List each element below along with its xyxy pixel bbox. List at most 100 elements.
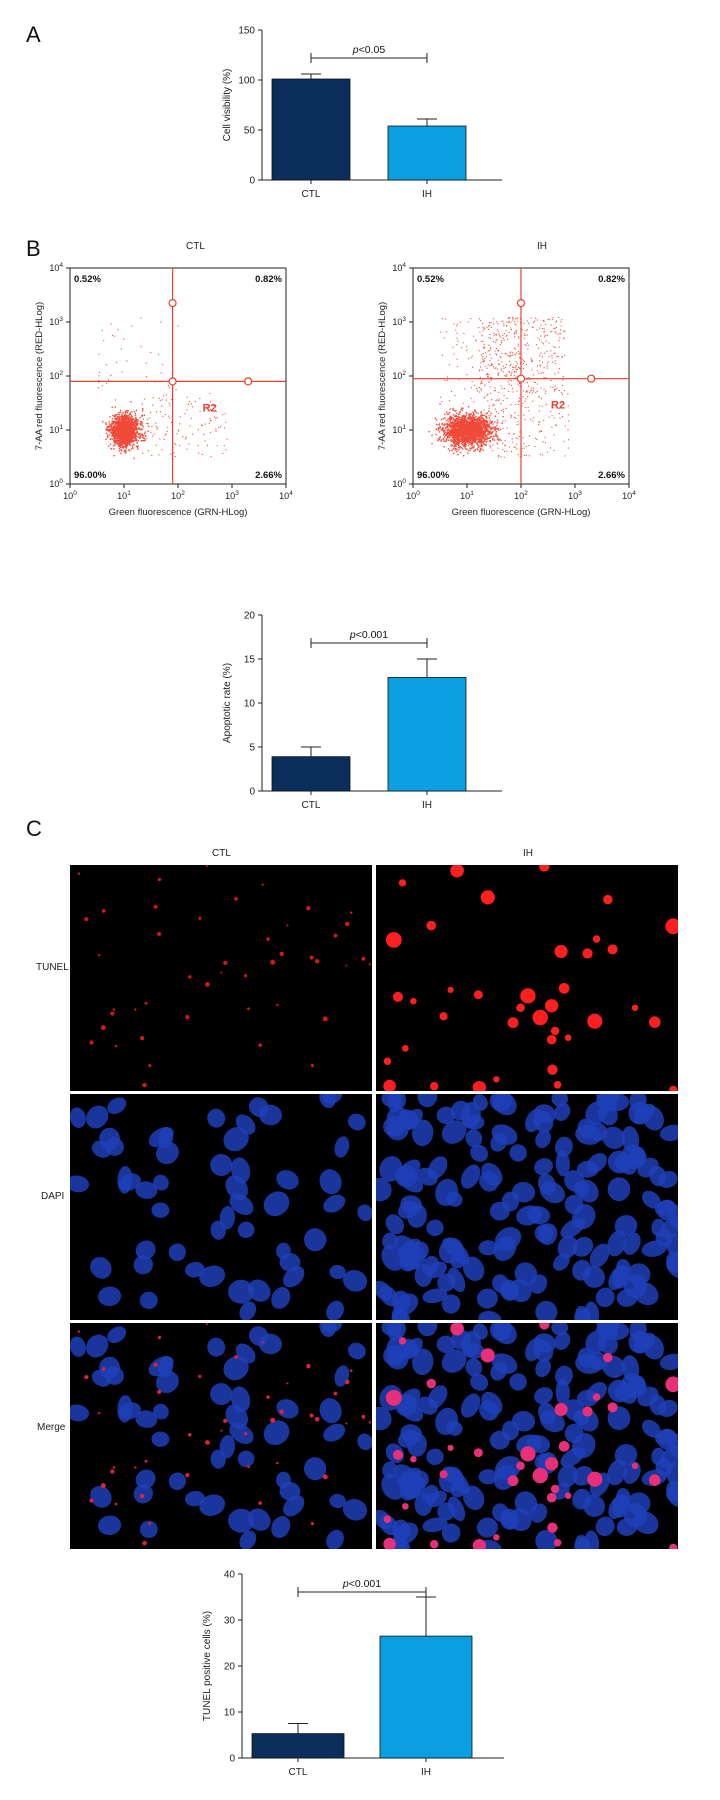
flow-dot — [215, 430, 217, 432]
flow-dot — [121, 439, 123, 441]
tunel-signal — [134, 1008, 137, 1011]
flow-dot — [500, 340, 503, 342]
flow-dot — [528, 445, 530, 447]
flow-dot — [127, 421, 129, 423]
flow-dot — [184, 438, 186, 440]
flow-dot — [485, 415, 487, 417]
flow-dot — [498, 363, 500, 365]
flow-dot — [496, 442, 499, 445]
flow-dot — [515, 403, 517, 406]
flow-dot — [139, 428, 142, 431]
tunel-signal — [89, 1040, 94, 1045]
flow-dot — [480, 445, 483, 448]
flow-dot — [508, 322, 510, 324]
dapi-nucleus — [237, 1221, 255, 1239]
flow-dot — [527, 348, 529, 350]
flow-dot — [136, 424, 138, 426]
flow-dot — [502, 408, 504, 410]
flow-dot — [480, 443, 483, 446]
flow-dot — [452, 428, 455, 430]
flow-dot — [452, 420, 454, 423]
flow-dot — [115, 432, 118, 435]
flow-dot — [481, 431, 483, 434]
flow-dot — [492, 318, 494, 320]
dapi-nucleus — [529, 1274, 548, 1294]
flow-dot — [112, 414, 114, 417]
flow-dot — [131, 437, 133, 439]
flow-dot — [453, 434, 456, 436]
flow-dot — [508, 317, 510, 319]
flow-dot — [468, 414, 470, 416]
dapi-nucleus — [107, 1326, 127, 1344]
flow-dot — [525, 398, 527, 400]
flow-dot — [130, 429, 132, 431]
flow-dot — [133, 424, 135, 427]
flow-dot — [483, 409, 485, 411]
tunel-signal — [361, 956, 366, 961]
dapi-nucleus — [70, 1404, 90, 1422]
flow-dot — [472, 438, 474, 441]
flow-dot — [484, 428, 487, 430]
flow-dot — [444, 440, 447, 443]
flow-dot — [460, 442, 463, 445]
flow-dot — [111, 417, 114, 420]
gate-handle — [587, 374, 596, 383]
tunel-signal — [345, 921, 350, 927]
flow-dot — [131, 440, 134, 442]
flow-dot — [521, 448, 523, 450]
flow-dot — [120, 435, 122, 438]
flow-header-ih: IH — [537, 241, 547, 252]
flow-dot — [124, 411, 127, 413]
flow-dot — [450, 445, 452, 447]
flow-dot — [477, 446, 480, 448]
flow-dot — [174, 455, 176, 458]
flow-dot — [501, 361, 503, 363]
flow-dot — [479, 420, 482, 422]
flow-dot — [469, 416, 472, 419]
flow-dot — [526, 329, 528, 331]
flow-dot — [106, 382, 108, 384]
flow-dot — [522, 367, 525, 369]
flow-dot — [120, 431, 122, 433]
flow-dot — [113, 425, 115, 427]
flow-dot — [503, 450, 506, 452]
flow-dot — [463, 414, 465, 417]
flow-dot — [117, 440, 119, 442]
flow-dot — [490, 379, 493, 381]
flow-dot — [483, 436, 485, 439]
flow-dot — [462, 432, 464, 435]
dapi-nucleus — [607, 1230, 627, 1257]
tunel-signal — [447, 986, 454, 993]
tunel-signal — [516, 1003, 525, 1012]
flow-dot — [121, 424, 123, 426]
flow-dot — [464, 436, 466, 439]
flow-dot — [450, 418, 452, 421]
dapi-nucleus — [516, 1205, 542, 1226]
flow-dot — [448, 428, 450, 430]
flow-dot — [538, 431, 541, 433]
flow-dot — [485, 424, 488, 426]
flow-dot — [496, 354, 498, 356]
flow-dot — [489, 359, 491, 361]
dapi-nucleus — [86, 1334, 109, 1358]
flow-dot — [487, 393, 489, 395]
flow-dot — [461, 415, 463, 417]
flow-dot — [130, 437, 132, 439]
flow-dot — [483, 443, 485, 446]
flow-dot — [124, 424, 127, 427]
flow-dot — [498, 399, 500, 402]
flow-dot — [506, 427, 508, 429]
dapi-nucleus — [508, 1279, 532, 1303]
flow-dot — [111, 435, 113, 437]
flow-dot — [118, 438, 121, 440]
flow-dot — [524, 334, 526, 336]
flow-dot — [454, 437, 457, 439]
flow-dot — [118, 431, 120, 433]
flow-dot — [451, 440, 454, 442]
flow-dot — [136, 431, 138, 433]
flow-dot — [474, 427, 476, 429]
flow-plot-frame — [69, 267, 287, 485]
flow-dot — [491, 377, 493, 379]
flow-dot — [510, 321, 512, 323]
flow-dot — [461, 430, 464, 433]
